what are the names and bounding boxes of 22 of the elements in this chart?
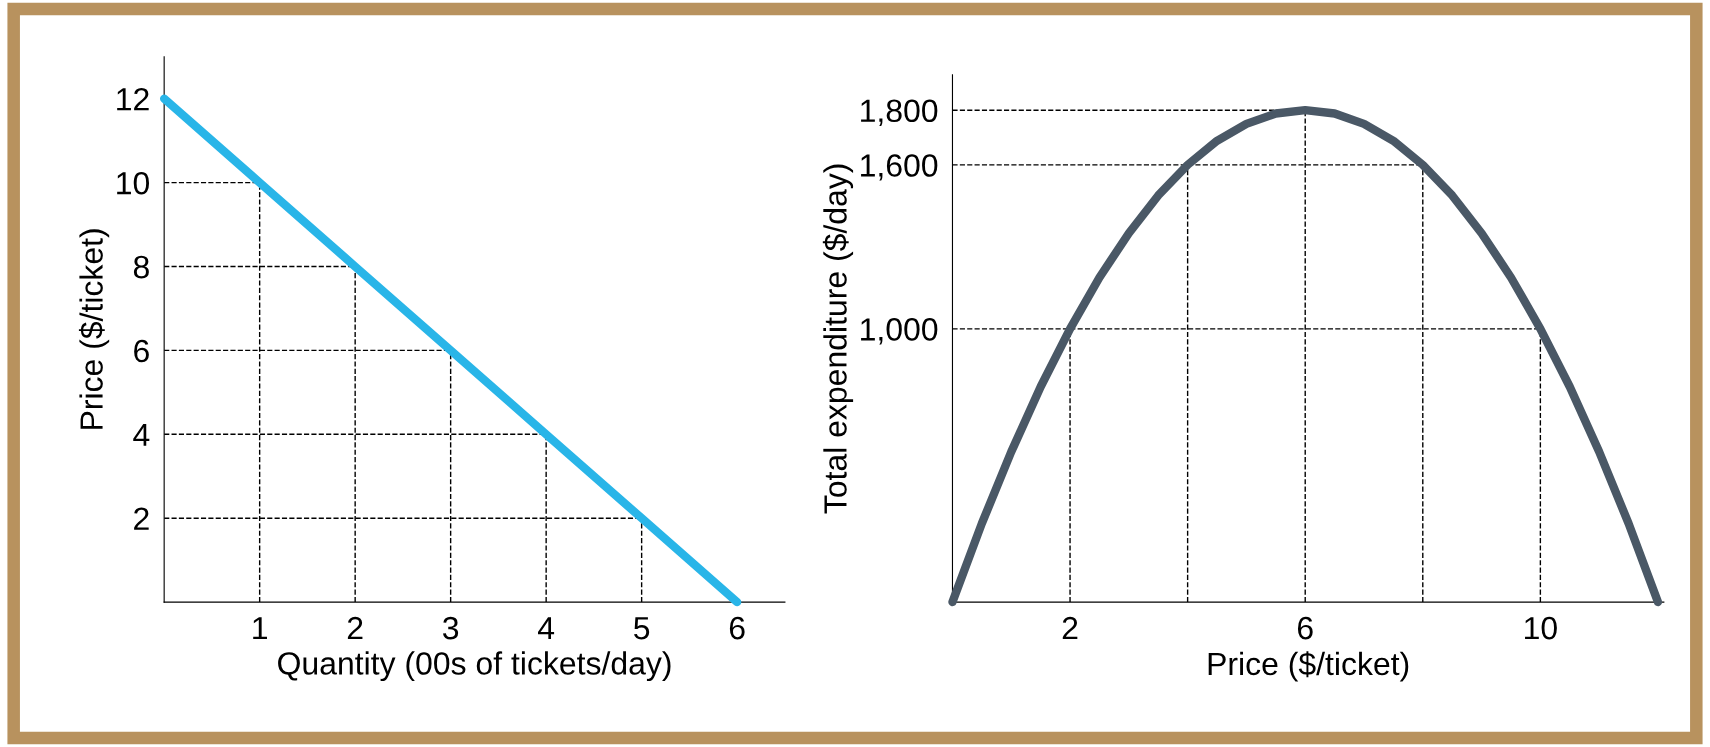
x-axis-title: Quantity (00s of tickets/day)	[278, 651, 671, 682]
x-tick-label: 6	[1297, 616, 1313, 640]
y-tick-label: 1,800	[861, 99, 938, 126]
y-tick-label: 2	[134, 507, 149, 530]
x-tick-label: 6	[729, 616, 745, 640]
y-tick-label: 12	[117, 87, 149, 111]
y-axis-title: Total expenditure ($/day)	[822, 164, 854, 514]
y-axis-title: Price ($/ticket)	[78, 229, 110, 429]
x-tick-label: 10	[1525, 616, 1557, 640]
x-tick-label: 1	[253, 617, 267, 640]
x-tick-label: 2	[1062, 616, 1078, 640]
y-tick-label: 1,000	[861, 318, 938, 345]
x-axis-title: Price ($/ticket)	[1208, 651, 1409, 682]
x-tick-label: 4	[538, 617, 555, 640]
y-tick-label: 8	[133, 255, 149, 279]
x-tick-label: 3	[442, 616, 459, 640]
y-tick-label: 6	[134, 339, 149, 363]
x-tick-label: 2	[347, 616, 363, 640]
y-tick-label: 1,600	[861, 154, 938, 181]
x-tick-label: 5	[634, 617, 650, 640]
y-tick-label: 10	[117, 171, 150, 195]
y-tick-label: 4	[133, 423, 150, 446]
